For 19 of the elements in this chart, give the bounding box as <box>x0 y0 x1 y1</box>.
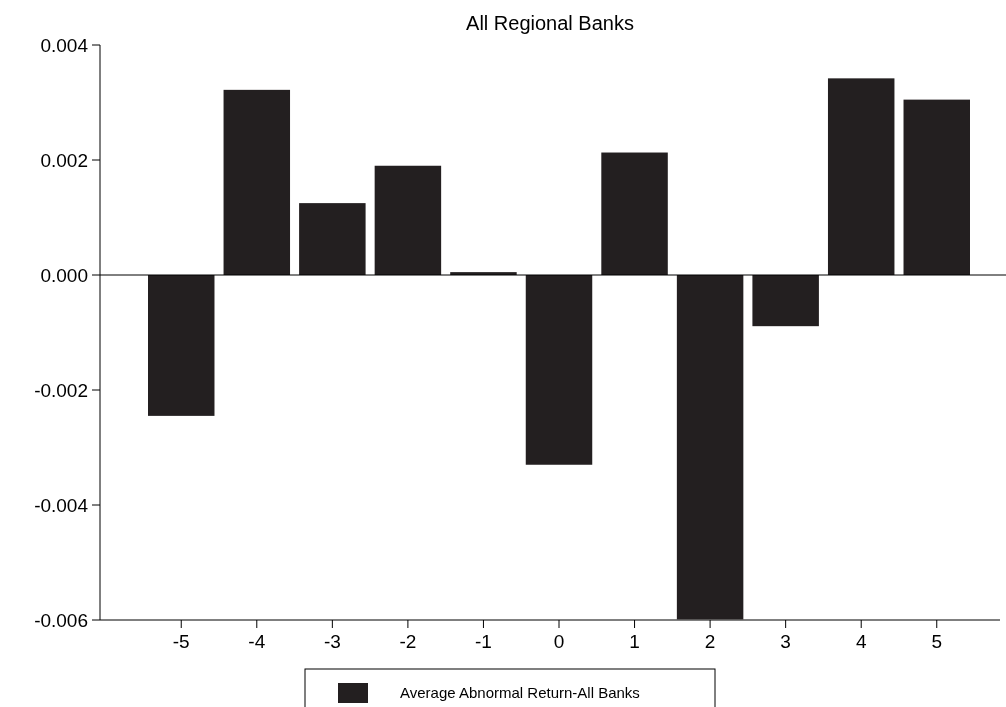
x-tick-label: 0 <box>553 631 565 652</box>
x-tick-label: 4 <box>855 631 867 652</box>
y-tick-label: -0.004 <box>34 494 89 516</box>
x-tick-label: -4 <box>248 631 266 652</box>
y-tick-label: 0.000 <box>40 264 88 286</box>
chart-title: All Regional Banks <box>466 12 634 34</box>
y-tick-label: 0.002 <box>40 149 88 171</box>
x-tick-label: -2 <box>399 631 417 652</box>
x-tick-label: -5 <box>172 631 190 652</box>
y-tick-label: 0.004 <box>40 34 89 56</box>
y-tick-label: -0.002 <box>34 379 88 401</box>
x-tick-label: -3 <box>323 631 341 652</box>
x-tick-label: 5 <box>931 631 943 652</box>
x-tick-label: 1 <box>629 631 640 652</box>
legend-label: Average Abnormal Return-All Banks <box>400 684 640 702</box>
x-tick-label: 2 <box>704 631 716 652</box>
x-tick-label: 3 <box>780 631 791 652</box>
y-tick-label: -0.006 <box>34 609 88 631</box>
x-tick-label: -1 <box>475 631 492 652</box>
